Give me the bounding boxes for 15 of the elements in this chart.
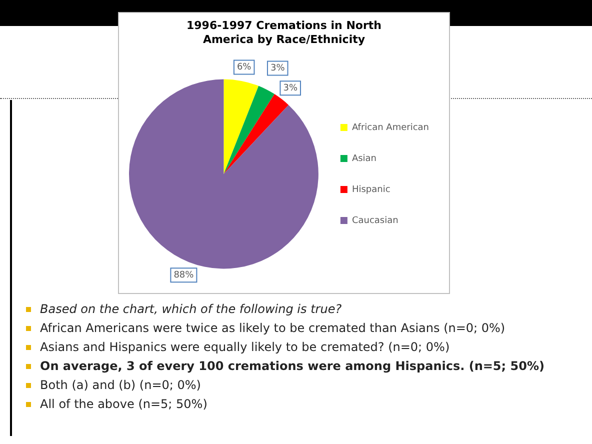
legend-label: Caucasian (352, 216, 398, 226)
text: All of the above (n=5; 50%) (40, 396, 208, 413)
text: Both (a) and (b) (n=0; 0%) (40, 377, 201, 394)
data-label: 3% (283, 83, 298, 94)
legend-label: Asian (352, 154, 377, 164)
chart-title: 1996-1997 Cremations in North America by Race/Ethnicity (186, 19, 382, 47)
text: African Americans were twice as likely to be cremated than Asians (n=0; 0%) (40, 320, 506, 337)
legend-label: African American (352, 122, 429, 133)
text: Based on the chart, which of the following is true? (40, 301, 342, 318)
data-label: 88% (174, 270, 194, 280)
text: On average, 3 of every 100 cremations were among Hispanics. (n=5; 50%) (40, 358, 544, 375)
data-label: 6% (236, 62, 252, 73)
legend-label: Hispanic (352, 184, 390, 195)
text: Asians and Hispanics were equally likely to be cremated? (n=0; 0%) (40, 339, 450, 356)
data-label: 3% (270, 64, 286, 74)
